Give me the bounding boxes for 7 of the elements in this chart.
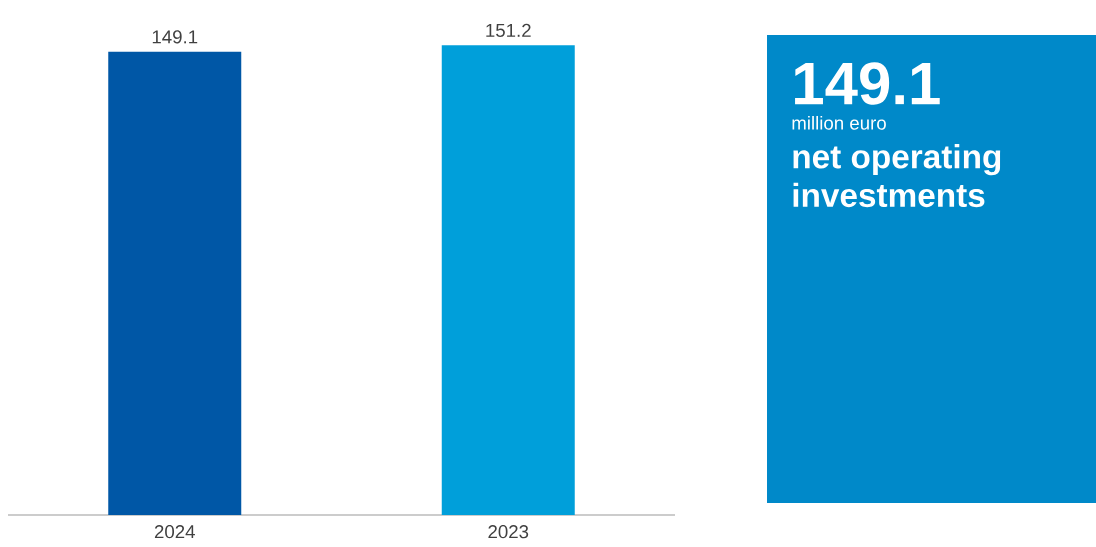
text: net operating investments (793, 144, 1001, 208)
text: 149.1 (795, 62, 940, 105)
x-tick-label: 2024 (154, 525, 195, 539)
x-tick-label: 2023 (488, 525, 529, 539)
data-label: 151.2 (486, 23, 531, 37)
data-label: 149.1 (152, 30, 198, 44)
text: million euro (792, 115, 886, 130)
